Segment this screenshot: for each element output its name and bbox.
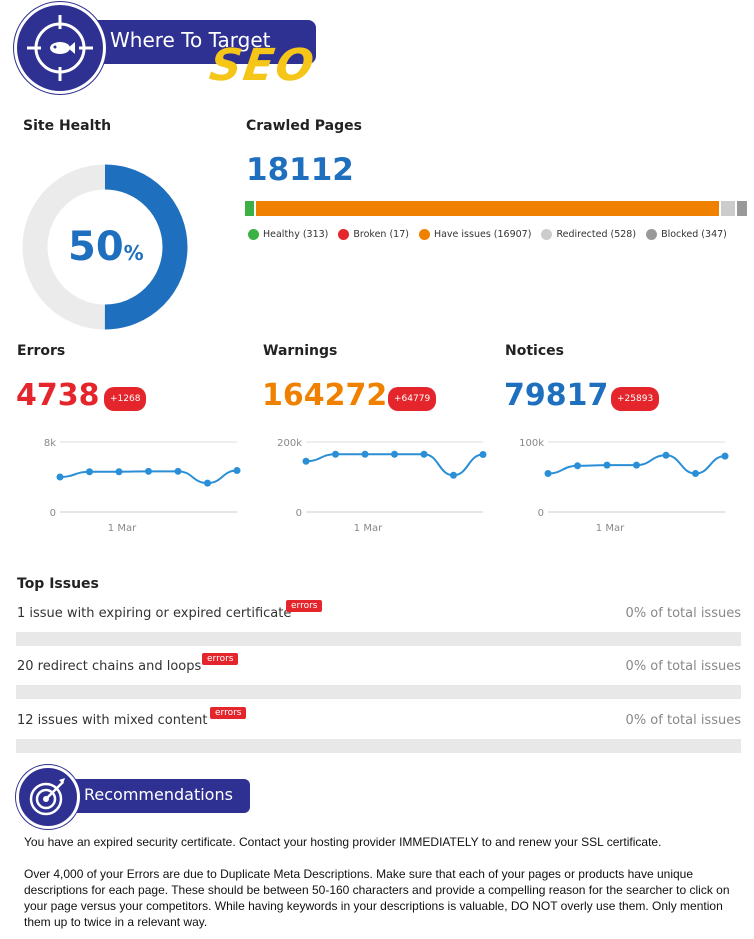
warnings-trend-chart: 200k 0 1 Mar bbox=[277, 438, 487, 534]
divider bbox=[16, 739, 741, 753]
crawled-pages-total: 18112 bbox=[246, 152, 354, 188]
brand-accent: SEO bbox=[206, 40, 319, 91]
issue-text[interactable]: 12 issues with mixed content bbox=[17, 713, 208, 728]
data-point bbox=[479, 451, 487, 459]
issue-row[interactable]: 1 issue with expiring or expired certifi… bbox=[16, 598, 741, 636]
notices-delta-badge: +25893 bbox=[611, 387, 660, 411]
data-point bbox=[391, 450, 398, 458]
issue-row[interactable]: 20 redirect chains and loops errors 0% o… bbox=[16, 651, 741, 689]
data-point bbox=[450, 471, 457, 479]
bar-segment-healthy bbox=[245, 201, 254, 216]
data-point bbox=[692, 470, 699, 477]
legend-blocked: Blocked (347) bbox=[646, 229, 727, 240]
bar-segment-have-issues bbox=[256, 201, 719, 216]
crawled-pages-bar bbox=[245, 201, 747, 216]
healthy-dot-icon bbox=[248, 229, 259, 240]
site-health-arc bbox=[22, 164, 188, 330]
data-point bbox=[233, 467, 241, 475]
data-point bbox=[204, 479, 211, 487]
recommendation-paragraph: Over 4,000 of your Errors are due to Dup… bbox=[24, 867, 730, 929]
crawled-pages-legend: Healthy (313) Broken (17) Have issues (1… bbox=[248, 229, 727, 240]
issue-percent: 0% of total issues bbox=[625, 713, 741, 728]
y-tick-label: 100k bbox=[519, 438, 544, 449]
data-point bbox=[86, 468, 93, 476]
blocked-dot-icon bbox=[646, 229, 658, 240]
issue-text[interactable]: 1 issue with expiring or expired certifi… bbox=[17, 606, 292, 621]
errors-label: Errors bbox=[17, 343, 66, 359]
legend-broken: Broken (17) bbox=[338, 229, 409, 240]
bar-segment-redirected bbox=[721, 201, 735, 216]
issue-text[interactable]: 20 redirect chains and loops bbox=[17, 659, 202, 674]
notices-value: 79817 bbox=[504, 378, 609, 413]
data-point bbox=[574, 462, 581, 470]
errors-value: 4738 bbox=[16, 378, 100, 413]
x-tick-label: 1 Mar bbox=[596, 523, 625, 534]
warnings-value: 164272 bbox=[262, 378, 388, 413]
brand-title: Where To Target bbox=[110, 28, 271, 52]
site-health-value: 50% bbox=[68, 224, 144, 270]
site-health-donut bbox=[22, 164, 188, 330]
data-point bbox=[420, 450, 428, 458]
divider bbox=[16, 632, 741, 646]
errors-badge: errors bbox=[210, 707, 247, 719]
warnings-label: Warnings bbox=[263, 343, 338, 359]
top-issues-label: Top Issues bbox=[17, 576, 99, 592]
data-point bbox=[603, 461, 611, 469]
brand-logo: Where To Target SEO bbox=[14, 2, 354, 102]
issue-percent: 0% of total issues bbox=[625, 659, 741, 674]
data-point bbox=[361, 450, 369, 458]
target-fish-icon bbox=[14, 2, 106, 94]
y-tick-label: 0 bbox=[538, 508, 544, 519]
errors-badge: errors bbox=[202, 653, 239, 665]
legend-healthy: Healthy (313) bbox=[248, 229, 328, 240]
y-tick-label: 200k bbox=[277, 438, 302, 449]
target-arrow-icon bbox=[16, 765, 80, 829]
data-point bbox=[332, 450, 339, 458]
x-tick-label: 1 Mar bbox=[354, 523, 383, 534]
y-tick-label: 0 bbox=[50, 508, 56, 519]
bar-segment-blocked bbox=[737, 201, 747, 216]
issue-row[interactable]: 12 issues with mixed content errors 0% o… bbox=[16, 705, 741, 743]
broken-dot-icon bbox=[338, 229, 350, 240]
legend-redirected: Redirected (528) bbox=[541, 229, 636, 240]
divider bbox=[16, 685, 741, 699]
notices-trend-chart: 100k 0 1 Mar bbox=[519, 438, 729, 534]
errors-badge: errors bbox=[286, 600, 323, 612]
site-health-label: Site Health bbox=[23, 118, 112, 134]
data-point bbox=[56, 473, 64, 481]
issue-percent: 0% of total issues bbox=[625, 606, 741, 621]
data-point bbox=[302, 457, 310, 465]
data-point bbox=[662, 451, 670, 459]
recommendations-header: Recommendations bbox=[16, 765, 256, 829]
logo-banner bbox=[84, 20, 316, 64]
data-point bbox=[145, 467, 152, 475]
errors-trend-chart: 8k 0 1 Mar bbox=[44, 438, 241, 534]
y-tick-label: 8k bbox=[44, 438, 56, 449]
crawled-pages-label: Crawled Pages bbox=[246, 118, 362, 134]
data-point bbox=[721, 452, 729, 460]
warnings-delta-badge: +64779 bbox=[388, 387, 437, 411]
issues-dot-icon bbox=[418, 229, 430, 240]
data-point bbox=[633, 461, 640, 469]
redirected-dot-icon bbox=[541, 229, 553, 240]
errors-delta-badge: +1268 bbox=[104, 387, 147, 411]
legend-have-issues: Have issues (16907) bbox=[418, 229, 531, 240]
y-tick-label: 0 bbox=[296, 508, 302, 519]
x-tick-label: 1 Mar bbox=[108, 523, 137, 534]
recommendation-paragraph: You have an expired security certificate… bbox=[24, 835, 662, 849]
notices-label: Notices bbox=[505, 343, 564, 359]
data-point bbox=[174, 467, 182, 475]
data-point bbox=[544, 470, 552, 477]
recommendations-banner bbox=[60, 779, 250, 813]
recommendations-title: Recommendations bbox=[84, 785, 233, 804]
data-point bbox=[115, 468, 123, 476]
